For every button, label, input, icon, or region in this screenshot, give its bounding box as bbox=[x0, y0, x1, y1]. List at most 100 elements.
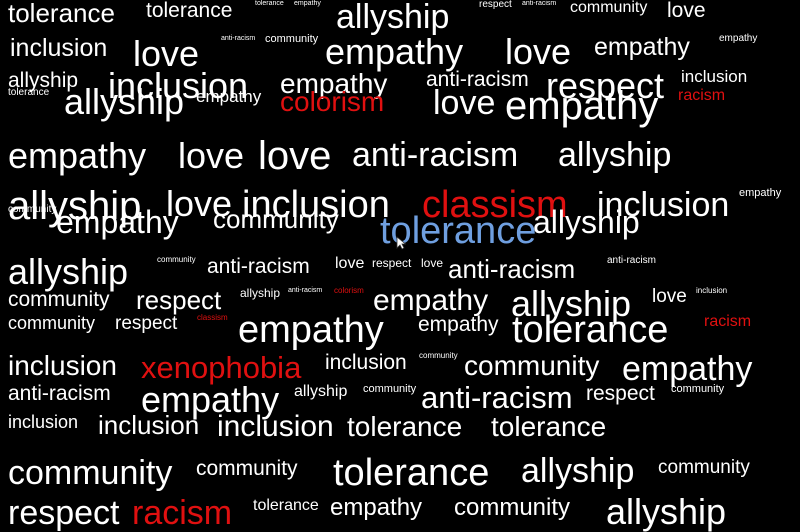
word[interactable]: inclusion bbox=[8, 412, 79, 432]
word[interactable]: love bbox=[421, 256, 444, 270]
word[interactable]: allyship bbox=[294, 383, 348, 400]
word[interactable]: community bbox=[419, 351, 458, 360]
word[interactable]: anti-racism bbox=[522, 0, 557, 7]
word[interactable]: tolerance bbox=[146, 0, 233, 22]
word[interactable]: anti-racism bbox=[352, 136, 519, 174]
word[interactable]: love bbox=[258, 134, 332, 178]
word[interactable]: community bbox=[454, 494, 571, 521]
word[interactable]: empathy bbox=[719, 33, 758, 44]
word[interactable]: empathy bbox=[238, 309, 384, 351]
word[interactable]: respect bbox=[8, 494, 120, 532]
word[interactable]: anti-racism bbox=[207, 255, 310, 278]
word-highlighted[interactable]: tolerance bbox=[380, 210, 537, 252]
word[interactable]: empathy bbox=[739, 187, 782, 199]
word[interactable]: inclusion bbox=[10, 34, 108, 62]
word[interactable]: community bbox=[658, 457, 750, 478]
word[interactable]: empathy bbox=[373, 284, 489, 317]
word[interactable]: empathy bbox=[330, 494, 423, 521]
word[interactable]: community bbox=[570, 0, 648, 16]
word[interactable]: community bbox=[265, 33, 319, 45]
word[interactable]: allyship bbox=[533, 204, 640, 240]
word[interactable]: colorism bbox=[334, 286, 364, 295]
word[interactable]: community bbox=[671, 383, 725, 395]
word[interactable]: tolerance bbox=[253, 497, 319, 514]
word[interactable]: empathy bbox=[280, 68, 388, 99]
word[interactable]: empathy bbox=[418, 313, 499, 336]
word[interactable]: allyship bbox=[521, 452, 635, 490]
word[interactable]: anti-racism bbox=[288, 287, 323, 294]
word[interactable]: empathy bbox=[141, 379, 280, 420]
word[interactable]: inclusion bbox=[696, 286, 728, 295]
word[interactable]: allyship bbox=[8, 184, 142, 228]
word[interactable]: anti-racism bbox=[448, 254, 576, 284]
word[interactable]: empathy bbox=[56, 204, 179, 240]
word[interactable]: love bbox=[652, 286, 687, 307]
word[interactable]: anti-racism bbox=[607, 255, 656, 266]
word[interactable]: allyship bbox=[558, 136, 672, 174]
word[interactable]: inclusion bbox=[108, 65, 249, 106]
word[interactable]: empathy bbox=[8, 135, 147, 176]
word[interactable]: inclusion bbox=[242, 184, 390, 226]
word[interactable]: inclusion bbox=[8, 350, 117, 381]
word[interactable]: respect bbox=[479, 0, 512, 10]
word[interactable]: anti-racism bbox=[421, 380, 573, 415]
word[interactable]: respect bbox=[586, 382, 655, 405]
word[interactable]: inclusion bbox=[325, 351, 407, 374]
word[interactable]: community bbox=[8, 288, 110, 311]
word[interactable]: tolerance bbox=[8, 0, 115, 28]
word[interactable]: love bbox=[335, 255, 365, 272]
word[interactable]: community bbox=[8, 313, 96, 333]
word[interactable]: love bbox=[505, 31, 572, 72]
word[interactable]: allyship bbox=[336, 0, 450, 36]
word[interactable]: respect bbox=[136, 285, 222, 315]
word[interactable]: racism bbox=[132, 494, 233, 532]
word[interactable]: racism bbox=[704, 313, 752, 330]
word[interactable]: anti-racism bbox=[426, 68, 529, 91]
word[interactable]: respect bbox=[372, 256, 412, 270]
word[interactable]: anti-racism bbox=[221, 35, 256, 42]
word[interactable]: inclusion bbox=[217, 410, 334, 443]
word[interactable]: classism bbox=[197, 313, 228, 322]
word-cloud-canvas: { "colors": { "background": "#000000", "… bbox=[8, 0, 782, 530]
word[interactable]: anti-racism bbox=[8, 382, 111, 405]
word[interactable]: inclusion bbox=[597, 186, 730, 224]
word[interactable]: love bbox=[133, 33, 200, 74]
word[interactable]: allyship bbox=[511, 283, 632, 324]
word[interactable]: love bbox=[667, 0, 706, 22]
word[interactable]: love bbox=[166, 183, 233, 224]
word[interactable]: inclusion bbox=[98, 410, 200, 440]
word[interactable]: empathy bbox=[505, 84, 659, 128]
word[interactable]: community bbox=[363, 383, 417, 395]
word[interactable]: love bbox=[178, 135, 245, 176]
word[interactable]: tolerance bbox=[333, 452, 490, 494]
word[interactable]: classism bbox=[422, 184, 568, 226]
word[interactable]: allyship bbox=[240, 286, 281, 300]
word[interactable]: community bbox=[157, 255, 196, 264]
word[interactable]: allyship bbox=[8, 251, 129, 292]
word[interactable]: allyship bbox=[8, 69, 79, 92]
word[interactable]: empathy bbox=[622, 350, 753, 388]
word[interactable]: tolerance bbox=[8, 87, 50, 98]
word[interactable]: allyship bbox=[606, 491, 727, 532]
word[interactable]: colorism bbox=[280, 86, 385, 117]
word[interactable]: tolerance bbox=[491, 411, 607, 442]
word[interactable]: tolerance bbox=[512, 309, 669, 351]
word[interactable]: respect bbox=[546, 65, 665, 106]
word[interactable]: community bbox=[8, 454, 173, 492]
word[interactable]: tolerance bbox=[347, 411, 463, 442]
word[interactable]: xenophobia bbox=[141, 350, 302, 385]
word[interactable]: empathy bbox=[294, 0, 321, 7]
word[interactable]: racism bbox=[678, 87, 726, 104]
word[interactable]: love bbox=[433, 84, 496, 122]
word[interactable]: community bbox=[213, 204, 339, 234]
word[interactable]: empathy bbox=[196, 87, 262, 106]
word[interactable]: community bbox=[464, 350, 600, 381]
word[interactable]: respect bbox=[115, 313, 178, 334]
word[interactable]: community bbox=[196, 457, 298, 480]
word[interactable]: community bbox=[8, 204, 57, 215]
word[interactable]: tolerance bbox=[255, 0, 284, 7]
word[interactable]: inclusion bbox=[681, 67, 748, 86]
word[interactable]: empathy bbox=[325, 31, 464, 72]
word[interactable]: empathy bbox=[594, 33, 690, 61]
word[interactable]: allyship bbox=[64, 81, 185, 122]
